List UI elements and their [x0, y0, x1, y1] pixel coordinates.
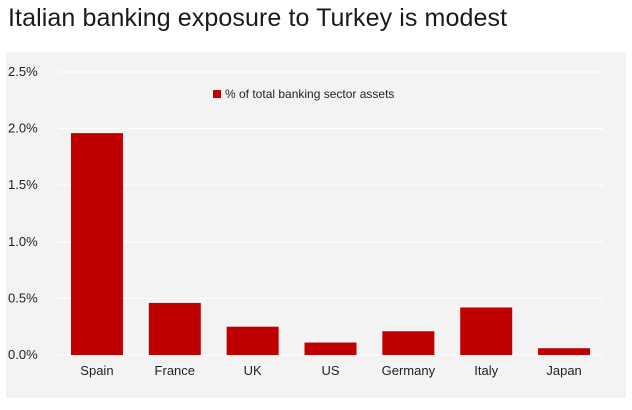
bar-italy [460, 307, 513, 355]
chart-title: Italian banking exposure to Turkey is mo… [8, 4, 508, 32]
y-tick-label: 1.0% [8, 234, 38, 249]
legend-label: % of total banking sector assets [225, 87, 394, 101]
x-tick-label: US [321, 363, 339, 378]
gridlines [58, 71, 603, 356]
x-tick-label: France [155, 363, 195, 378]
bars [70, 133, 591, 355]
x-tick-label: Spain [80, 363, 113, 378]
y-tick-label: 2.5% [8, 64, 38, 79]
x-tick-label: UK [244, 363, 262, 378]
x-tick-label: Japan [546, 363, 581, 378]
legend: % of total banking sector assets [213, 87, 394, 101]
bar-us [304, 342, 357, 355]
legend-swatch [213, 90, 221, 98]
y-tick-label: 0.5% [8, 290, 38, 305]
bar-spain [70, 133, 123, 355]
bar-japan [538, 348, 591, 355]
y-tick-label: 0.0% [8, 347, 38, 362]
x-tick-label: Germany [382, 363, 436, 378]
x-axis-labels: Spain France UK US Germany Italy Japan [80, 363, 581, 378]
y-axis-ticks: 0.0% 0.5% 1.0% 1.5% 2.0% 2.5% [8, 64, 38, 362]
y-tick-label: 1.5% [8, 177, 38, 192]
bar-france [148, 302, 201, 355]
y-tick-label: 2.0% [8, 121, 38, 136]
bar-germany [382, 331, 435, 355]
x-tick-label: Italy [474, 363, 498, 378]
bar-uk [226, 326, 279, 355]
